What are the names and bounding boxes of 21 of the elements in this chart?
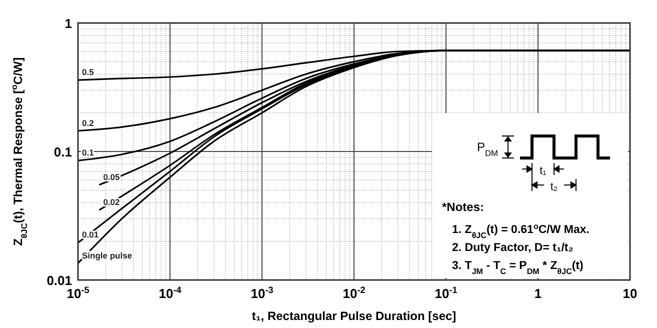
series-label: 0.05 (103, 172, 120, 182)
annotation: 1. Z$_{θJC}$(t) = 0.61$^{o}$C/W Max. (452, 222, 590, 240)
x-tick-label: 10$^{-3}$ (250, 285, 274, 301)
annotation: *Notes: (442, 200, 484, 214)
text: 3. T$_{JM}$ - T$_{C}$ = P$_{DM}$ * Z$_{θJC}$(t) (452, 260, 584, 276)
x-tick-label: 10$^{-2}$ (342, 285, 366, 301)
x-tick-label: 10$^{-1}$ (434, 285, 458, 301)
annotation: t₂ (550, 181, 558, 193)
x-tick-label: 10$^{-5}$ (66, 285, 90, 301)
annotation: 2. Duty Factor, D= t₁/t₂ (452, 242, 574, 254)
y-tick-label: 1 (64, 16, 72, 31)
annotation: P$_{DM}$ (476, 140, 498, 158)
annotation: t₁ (540, 165, 547, 177)
x-tick-label: 1 (534, 286, 542, 301)
x-tick-label: 10$^{-4}$ (158, 285, 182, 301)
series-label: 0.2 (82, 118, 94, 128)
series-label: 0.5 (82, 67, 94, 78)
y-tick-label: 0.1 (54, 144, 72, 160)
y-tick-label: 0.01 (46, 273, 72, 288)
x-axis-title: t₁, Rectangular Pulse Duration [sec] (252, 309, 456, 323)
x-tick-label: 10 (622, 286, 638, 301)
